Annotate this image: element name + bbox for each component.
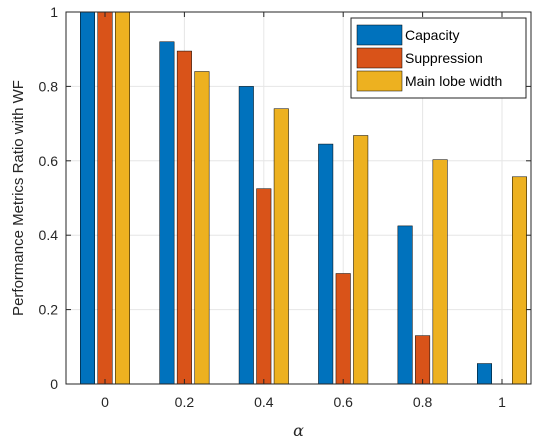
y-tick-label: 1	[50, 4, 58, 20]
x-tick-label: 0.6	[333, 394, 353, 410]
bar-capacity	[318, 143, 334, 385]
legend-swatch	[356, 70, 403, 92]
bar-capacity	[397, 225, 413, 385]
x-tick-label: 1	[498, 394, 506, 410]
bar-main-lobe-width	[353, 135, 369, 385]
bar-suppression	[256, 188, 272, 385]
x-tick-label: 0.4	[254, 394, 274, 410]
bar-main-lobe-width	[115, 11, 130, 385]
bar-suppression	[97, 11, 113, 385]
y-tick-label: 0.6	[39, 153, 59, 169]
x-tick-label: 0.8	[413, 394, 433, 410]
bar-capacity	[238, 86, 254, 385]
legend: Capacity Suppression Main lobe width	[350, 17, 527, 99]
legend-swatch	[356, 24, 403, 46]
bar-main-lobe-width	[194, 71, 210, 385]
bar-main-lobe-width	[273, 108, 289, 385]
x-tick-label: 0.2	[175, 394, 195, 410]
y-axis-label: Performance Metrics Ratio with WF	[10, 80, 27, 316]
plot-frame	[65, 11, 532, 385]
legend-label: Suppression	[405, 50, 483, 66]
x-axis-label: α	[293, 421, 304, 440]
bar-suppression	[335, 273, 351, 385]
y-tick-label: 0.2	[39, 302, 59, 318]
y-tick-label: 0.8	[39, 78, 59, 94]
y-tick-label: 0.4	[39, 227, 59, 243]
bar-capacity	[159, 41, 175, 385]
bar-main-lobe-width	[512, 176, 527, 385]
legend-swatch	[356, 47, 403, 69]
bars	[80, 11, 527, 385]
bar-suppression	[176, 50, 192, 385]
legend-label: Main lobe width	[405, 73, 502, 89]
bar-main-lobe-width	[432, 159, 448, 385]
y-tick-label: 0	[50, 376, 58, 392]
axis-ticks: 0 0.2 0.4 0.6 0.8 1 0 0.2 0.4 0.6 0.8 1	[39, 4, 531, 410]
legend-label: Capacity	[405, 27, 459, 43]
bar-capacity	[80, 11, 95, 385]
x-tick-label: 0	[101, 394, 109, 410]
bar-capacity	[477, 363, 492, 385]
bar-suppression	[415, 335, 431, 385]
